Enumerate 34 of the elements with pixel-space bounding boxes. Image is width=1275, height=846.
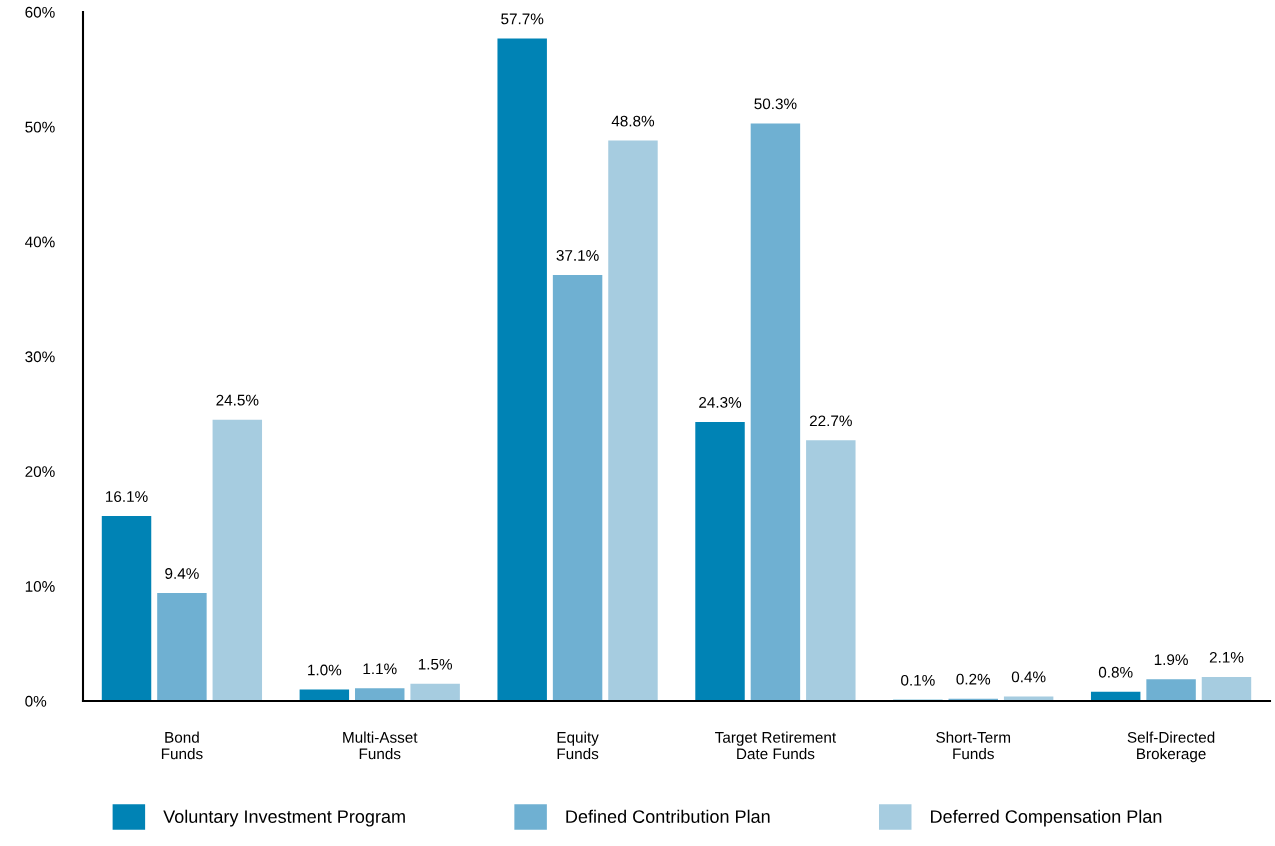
data-label: 48.8% [611,115,655,127]
x-tick-label: Short-Term Funds [936,731,1011,760]
x-tick-label: Target Retirement Date Funds [715,731,837,760]
data-label: 2.1% [1209,651,1244,663]
y-tick-label: 60% [25,6,55,18]
y-tick-label: 10% [25,581,55,592]
data-label: 1.9% [1154,654,1188,666]
legend-label: Defined Contribution Plan [566,809,770,823]
x-tick-label: Bond Funds [161,731,203,760]
data-label: 0.2% [956,673,991,685]
data-label: 1.5% [418,658,453,670]
y-tick-label: 50% [25,121,55,133]
data-label: 0.1% [901,674,935,686]
x-tick-label: Equity Funds [557,731,599,760]
y-tick-label: 40% [25,236,55,248]
data-label: 37.1% [556,250,599,261]
data-label: 0.4% [1011,671,1046,683]
data-label: 24.5% [216,394,259,406]
legend-label: Voluntary Investment Program [163,809,405,827]
x-tick-label: Multi-Asset Funds [343,731,418,760]
y-tick-label: 20% [25,466,55,478]
y-tick-label: 30% [25,351,55,363]
data-label: 24.3% [699,397,742,408]
data-label: 50.3% [754,98,797,110]
x-tick-label: Self-Directed Brokerage [1127,731,1215,763]
data-label: 9.4% [165,568,199,579]
y-tick-label: 0% [25,695,47,707]
data-label: 22.7% [809,415,852,427]
legend-label: Deferred Compensation Plan [931,809,1162,827]
data-label: 1.1% [363,663,397,675]
data-label: 0.8% [1098,666,1133,678]
data-label: 57.7% [501,13,544,25]
data-label: 16.1% [106,491,148,502]
data-label: 1.0% [308,664,342,676]
